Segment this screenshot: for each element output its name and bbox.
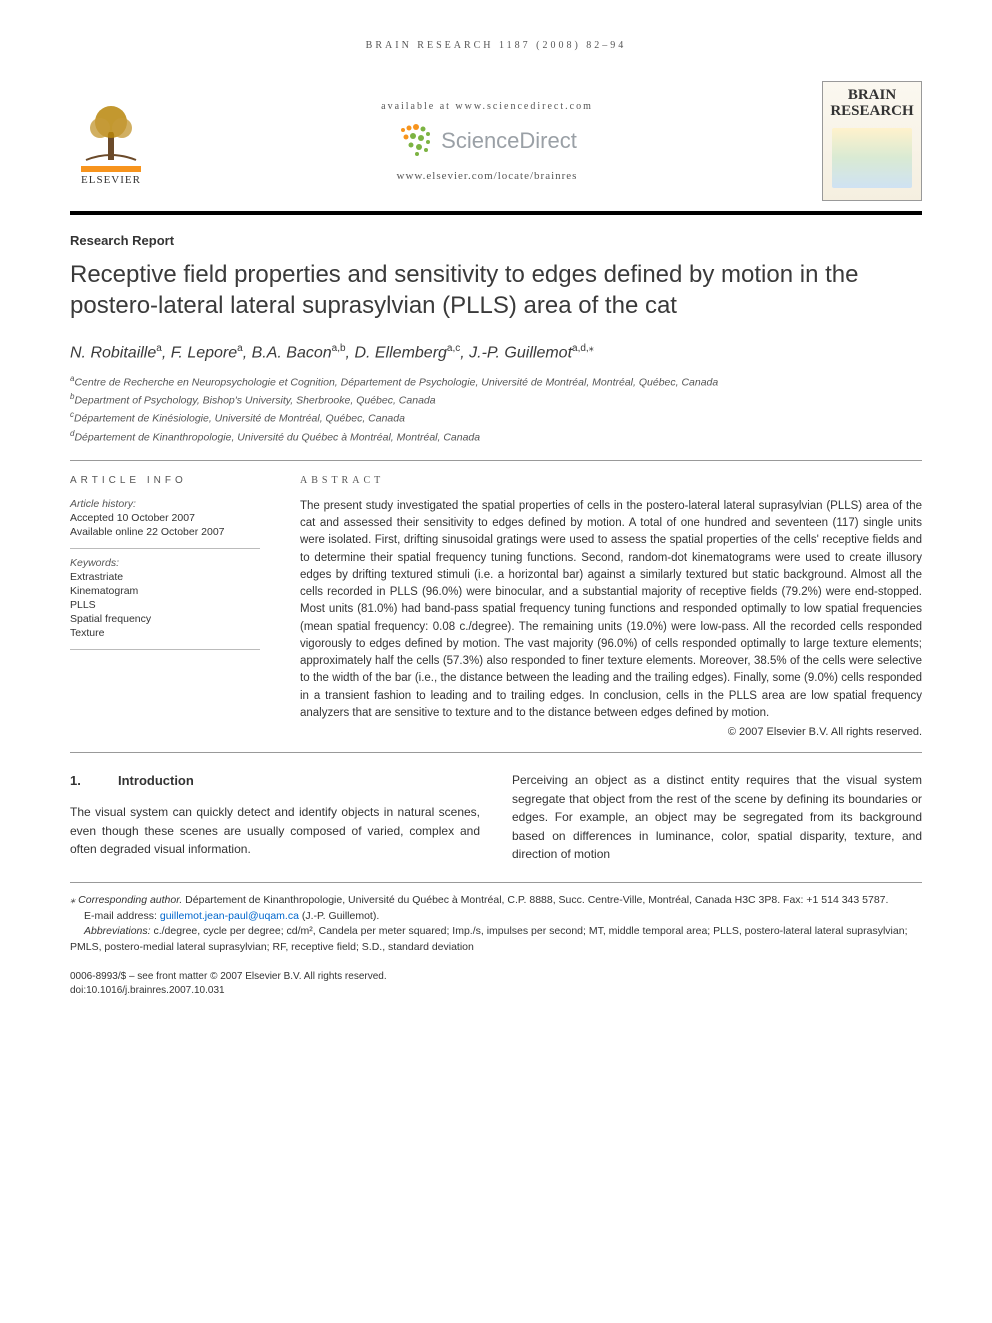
abbr-label: Abbreviations: [84,925,151,937]
affil-b: bDepartment of Psychology, Bishop's Univ… [70,391,922,409]
abbreviations: Abbreviations: c./degree, cycle per degr… [70,924,922,956]
corresponding-author: ⁎ Corresponding author. Département de K… [70,893,922,909]
intro-para-2: Perceiving an object as a distinct entit… [512,771,922,864]
sciencedirect-brand: ScienceDirect [397,124,577,158]
corr-label: ⁎ Corresponding author. [70,894,182,906]
abstract-head: ABSTRACT [300,475,922,486]
running-head: BRAIN RESEARCH 1187 (2008) 82–94 [70,40,922,51]
email-line: E-mail address: guillemot.jean-paul@uqam… [70,909,922,925]
sciencedirect-icon [397,124,435,158]
meta-divider-2 [70,649,260,650]
article-info-head: ARTICLE INFO [70,475,260,486]
elsevier-orange-rule [81,166,141,172]
accepted-date: Accepted 10 October 2007 [70,512,260,524]
issn-line: 0006-8993/$ – see front matter © 2007 El… [70,970,922,985]
keyword-1: Extrastriate [70,571,260,583]
journal-cover-title: BRAIN RESEARCH [827,88,917,120]
author-list: N. Robitaillea, F. Leporea, B.A. Bacona,… [70,343,922,362]
elsevier-name: ELSEVIER [81,174,141,186]
meta-divider [70,548,260,549]
email-person: (J.-P. Guillemot). [299,910,379,922]
abbr-text: c./degree, cycle per degree; cd/m², Cand… [70,925,908,953]
introduction-heading: 1.Introduction [70,771,480,791]
email-label: E-mail address: [84,910,160,922]
locate-url: www.elsevier.com/locate/brainres [172,170,802,182]
section-number: 1. [70,771,118,791]
footnotes: ⁎ Corresponding author. Département de K… [70,882,922,956]
intro-para-1: The visual system can quickly detect and… [70,803,480,859]
keywords-label: Keywords: [70,557,260,569]
author-2-affil: a [237,343,243,354]
corr-text: Département de Kinanthropologie, Univers… [182,894,888,906]
doi-block: 0006-8993/$ – see front matter © 2007 El… [70,970,922,999]
author-3-affil: a,b [332,343,346,354]
online-date: Available online 22 October 2007 [70,526,260,538]
header-block: ELSEVIER available at www.sciencedirect.… [70,71,922,215]
available-at-text: available at www.sciencedirect.com [172,101,802,112]
author-5-affil: a,d,⁎ [572,343,594,354]
keyword-2: Kinematogram [70,585,260,597]
divider [70,460,922,461]
author-5: J.-P. Guillemot [469,345,572,362]
meta-and-abstract: ARTICLE INFO Article history: Accepted 1… [70,475,922,738]
article-info-col: ARTICLE INFO Article history: Accepted 1… [70,475,260,738]
affil-d: dDépartement de Kinanthropologie, Univer… [70,428,922,446]
keyword-5: Texture [70,627,260,639]
section-title: Introduction [118,773,194,788]
author-1-affil: a [156,343,162,354]
affiliations: aCentre de Recherche en Neuropsychologie… [70,373,922,446]
article-type-label: Research Report [70,233,922,248]
author-3: B.A. Bacon [252,345,332,362]
author-4-affil: a,c [447,343,460,354]
body-columns: 1.Introduction The visual system can qui… [70,771,922,864]
history-label: Article history: [70,498,260,510]
author-4: D. Ellemberg [354,345,446,362]
divider-2 [70,752,922,753]
author-1: N. Robitaille [70,345,156,362]
article-title: Receptive field properties and sensitivi… [70,260,922,321]
abstract-col: ABSTRACT The present study investigated … [300,475,922,738]
journal-cover-image [832,128,912,188]
abstract-text: The present study investigated the spati… [300,498,922,722]
affil-c: cDépartement de Kinésiologie, Université… [70,409,922,427]
abstract-copyright: © 2007 Elsevier B.V. All rights reserved… [300,726,922,738]
elsevier-logo: ELSEVIER [70,96,152,186]
email-link[interactable]: guillemot.jean-paul@uqam.ca [160,910,299,922]
keyword-3: PLLS [70,599,260,611]
author-2: F. Lepore [171,345,237,362]
header-center: available at www.sciencedirect.com Scien… [172,101,802,182]
doi-line: doi:10.1016/j.brainres.2007.10.031 [70,984,922,999]
keyword-4: Spatial frequency [70,613,260,625]
sciencedirect-text: ScienceDirect [441,128,577,154]
elsevier-tree-icon [76,102,146,162]
journal-cover: BRAIN RESEARCH [822,81,922,201]
affil-a: aCentre de Recherche en Neuropsychologie… [70,373,922,391]
